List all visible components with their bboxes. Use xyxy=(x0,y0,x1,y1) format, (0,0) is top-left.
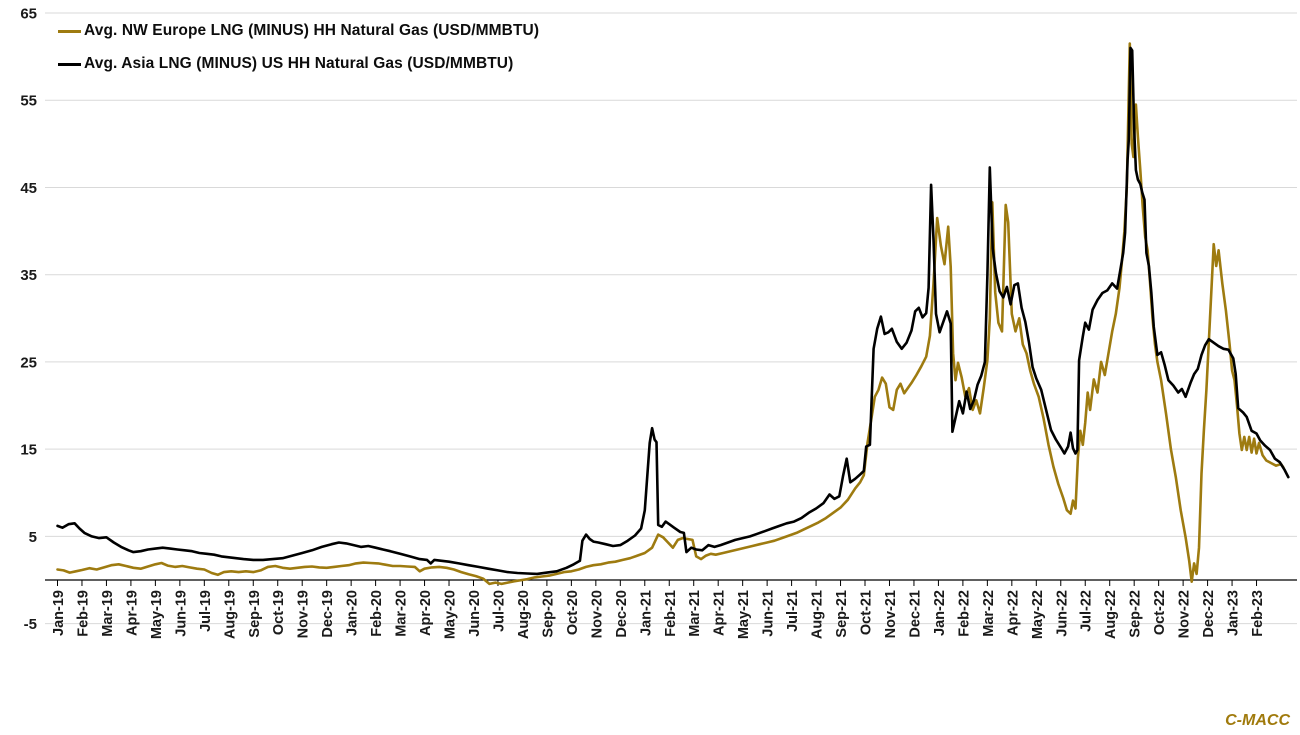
x-axis-label: Feb-21 xyxy=(663,590,679,637)
x-axis-label: Nov-19 xyxy=(296,590,312,638)
asia-line-swatch-icon xyxy=(58,62,81,66)
x-axis-label: Oct-22 xyxy=(1152,590,1168,635)
x-axis-label: Jun-22 xyxy=(1054,590,1070,637)
x-axis-label: Aug-22 xyxy=(1103,590,1119,639)
x-axis-label: Nov-21 xyxy=(883,590,899,638)
x-axis-label: Dec-19 xyxy=(320,590,336,638)
x-axis-label: Sep-21 xyxy=(834,590,850,638)
x-axis-label: Apr-22 xyxy=(1005,590,1021,636)
legend-label-nw-europe: Avg. NW Europe LNG (MINUS) HH Natural Ga… xyxy=(84,22,540,39)
x-axis-label: Oct-20 xyxy=(565,590,581,635)
y-axis-label: 15 xyxy=(20,442,37,459)
y-axis-label: 5 xyxy=(29,529,37,546)
nw-europe-line-swatch-icon xyxy=(58,29,81,33)
x-axis-label: Nov-20 xyxy=(589,590,605,638)
x-axis-label: Sep-22 xyxy=(1128,590,1144,638)
x-axis-label: Dec-20 xyxy=(614,590,630,638)
x-axis-label: Jan-23 xyxy=(1226,590,1242,636)
x-axis-label: Sep-20 xyxy=(540,590,556,638)
y-axis-label: 35 xyxy=(20,267,37,284)
x-axis-label: Jan-21 xyxy=(638,590,654,636)
x-axis-label: Aug-20 xyxy=(516,590,532,639)
legend-label-asia: Avg. Asia LNG (MINUS) US HH Natural Gas … xyxy=(84,55,514,72)
x-axis-label: Nov-22 xyxy=(1177,590,1193,638)
x-axis-label: May-20 xyxy=(443,590,459,639)
series-line-0 xyxy=(56,42,1285,586)
x-axis-label: Jul-20 xyxy=(491,590,507,632)
x-axis-label: Jul-19 xyxy=(198,590,214,632)
x-axis-label: Jun-21 xyxy=(761,590,777,637)
y-axis-label: -5 xyxy=(24,616,37,633)
x-axis-label: Jan-20 xyxy=(345,590,361,636)
x-axis-label: Jan-19 xyxy=(51,590,67,636)
x-axis-label: May-22 xyxy=(1030,590,1046,639)
x-axis-label: Aug-19 xyxy=(222,590,238,639)
x-axis-label: Sep-19 xyxy=(247,590,263,638)
y-axis-label: 55 xyxy=(20,93,37,110)
x-axis-label: Mar-22 xyxy=(981,590,997,637)
x-axis-label: Feb-19 xyxy=(75,590,91,637)
x-axis-label: Oct-21 xyxy=(859,590,875,635)
x-axis-label: May-21 xyxy=(736,590,752,639)
c-macc-brand-mark: C-MACC xyxy=(1225,712,1290,729)
x-axis-label: Jul-22 xyxy=(1079,590,1095,632)
y-axis-label: 65 xyxy=(20,6,37,23)
x-axis-label: Aug-21 xyxy=(810,590,826,639)
x-axis-label: May-19 xyxy=(149,590,165,639)
x-axis-label: Jun-20 xyxy=(467,590,483,637)
x-axis-label: Feb-22 xyxy=(956,590,972,637)
x-axis-label: Oct-19 xyxy=(271,590,287,635)
x-axis-label: Mar-20 xyxy=(394,590,410,637)
x-axis-label: Apr-19 xyxy=(124,590,140,636)
x-axis-label: Dec-21 xyxy=(907,590,923,638)
chart-legend: Avg. NW Europe LNG (MINUS) HH Natural Ga… xyxy=(58,22,539,88)
x-axis-label: Dec-22 xyxy=(1201,590,1217,638)
legend-item-nw-europe: Avg. NW Europe LNG (MINUS) HH Natural Ga… xyxy=(58,22,539,40)
y-axis-label: 45 xyxy=(20,180,37,197)
x-axis-label: Jan-22 xyxy=(932,590,948,636)
series-line-1 xyxy=(56,46,1290,576)
x-axis-label: Jul-21 xyxy=(785,590,801,632)
x-axis-label: Feb-23 xyxy=(1250,590,1266,637)
x-axis-label: Apr-20 xyxy=(418,590,434,636)
x-axis-label: Mar-21 xyxy=(687,590,703,637)
x-axis-label: Mar-19 xyxy=(100,590,116,637)
x-axis-label: Jun-19 xyxy=(173,590,189,637)
x-axis-label: Feb-20 xyxy=(369,590,385,637)
legend-item-asia: Avg. Asia LNG (MINUS) US HH Natural Gas … xyxy=(58,55,539,73)
y-axis-label: 25 xyxy=(20,354,37,371)
x-axis-label: Apr-21 xyxy=(712,590,728,636)
